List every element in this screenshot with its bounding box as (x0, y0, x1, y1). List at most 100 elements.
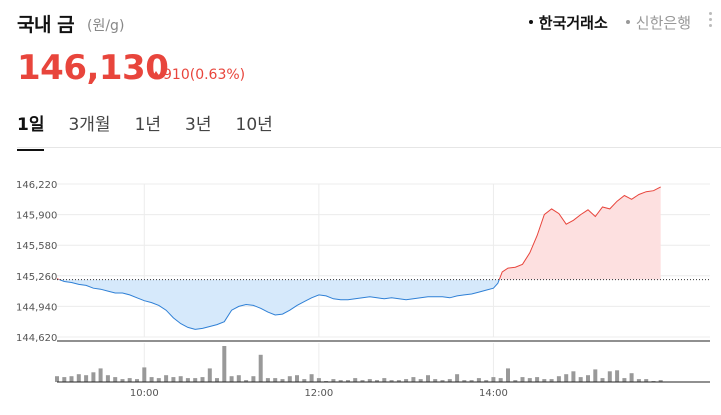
volume-bar (309, 374, 314, 382)
source-krx-label: 한국거래소 (538, 14, 608, 32)
volume-bar (222, 346, 227, 382)
volume-bar (55, 376, 59, 382)
volume-bar (549, 379, 554, 382)
volume-bar (265, 378, 270, 382)
volume-bar (476, 378, 481, 382)
tab-10years[interactable]: 10년 (235, 115, 273, 135)
volume-bar (258, 354, 263, 382)
volume-bar (178, 376, 183, 382)
x-tick-label: 10:00 (130, 388, 159, 399)
volume-bar (185, 378, 190, 382)
source-selector: 한국거래소 신한은행 (528, 12, 691, 33)
volume-bar (84, 375, 89, 382)
volume-bar (564, 374, 569, 382)
volume-bar (171, 377, 176, 382)
y-tick-label: 144,940 (16, 302, 57, 313)
area-below-baseline (57, 279, 661, 330)
volume-bar (426, 375, 430, 382)
volume-bar (280, 379, 285, 382)
volume-bar (302, 379, 307, 382)
volume-bar (644, 379, 649, 382)
volume-bar (287, 376, 292, 382)
volume-bar (615, 370, 620, 382)
volume-bar (367, 379, 372, 382)
y-tick-label: 144,620 (16, 333, 57, 344)
x-tick-label: 12:00 (304, 388, 333, 399)
tab-1day[interactable]: 1일 (17, 110, 45, 151)
volume-bar (113, 377, 118, 382)
y-tick-label: 145,260 (16, 272, 57, 283)
volume-bar (69, 376, 74, 382)
volume-bar (244, 380, 249, 382)
volume-bar (469, 380, 474, 382)
volume-bar (360, 380, 365, 382)
volume-bar (316, 378, 321, 382)
tab-3months[interactable]: 3개월 (68, 115, 111, 135)
period-tabs: 1일 3개월 1년 3년 10년 (17, 110, 273, 151)
more-options-icon[interactable] (707, 12, 713, 27)
volume-bar (156, 378, 161, 382)
volume-bar (506, 368, 510, 382)
area-above-baseline (57, 186, 661, 280)
volume-bar (251, 376, 256, 382)
volume-bar (513, 380, 518, 382)
volume-bar (295, 375, 299, 382)
source-krx[interactable]: 한국거래소 (528, 12, 608, 33)
volume-bar (593, 369, 598, 382)
volume-bar (433, 379, 438, 382)
volume-bar (658, 380, 663, 382)
volume-bar (607, 371, 612, 382)
volume-bar (273, 378, 278, 382)
volume-bar (586, 375, 590, 382)
volume-bar (600, 378, 605, 382)
current-price: 146,130 (17, 48, 169, 88)
volume-bar (193, 378, 198, 382)
volume-bar (149, 377, 154, 382)
source-shinhan[interactable]: 신한은행 (625, 12, 691, 33)
volume-bar (578, 377, 583, 382)
x-tick-label: 14:00 (479, 388, 508, 399)
volume-bar (411, 377, 416, 382)
volume-bar (571, 371, 576, 382)
active-dot-icon (528, 19, 533, 24)
up-arrow-icon (152, 71, 160, 77)
volume-bar (98, 368, 103, 382)
change-percent: (0.63%) (189, 67, 246, 83)
volume-bar (629, 373, 634, 382)
volume-bar (404, 379, 409, 382)
volume-bar (127, 378, 132, 382)
volume-bar (622, 378, 627, 382)
volume-bar (375, 380, 379, 382)
price-line-up (56, 186, 661, 280)
volume-bar (389, 380, 394, 382)
volume-bar (440, 380, 445, 382)
price-change: 910(0.63%) (152, 67, 245, 83)
volume-bar (447, 379, 452, 382)
volume-bar (215, 378, 219, 382)
volume-bar (520, 377, 525, 382)
volume-bar (556, 376, 561, 382)
unit-label: (원/g) (87, 18, 125, 34)
volume-bar (491, 377, 496, 382)
volume-bar (484, 380, 489, 382)
price-line-down (58, 279, 500, 330)
volume-bar (462, 380, 467, 382)
volume-bar (498, 378, 503, 382)
tab-3years[interactable]: 3년 (185, 115, 212, 135)
volume-bar (396, 380, 401, 382)
volume-bar (200, 377, 205, 382)
volume-bar (91, 372, 96, 382)
volume-bar (353, 378, 358, 382)
tab-1year[interactable]: 1년 (134, 115, 162, 135)
volume-bar (338, 380, 343, 382)
volume-bar (455, 374, 460, 382)
tabs-divider (17, 147, 721, 148)
volume-bar (62, 377, 67, 382)
volume-bar (542, 379, 547, 382)
volume-bar (229, 376, 234, 382)
volume-bar (105, 375, 110, 382)
volume-bar (207, 368, 212, 382)
change-amount: 910 (163, 67, 190, 83)
volume-bar (418, 379, 423, 382)
